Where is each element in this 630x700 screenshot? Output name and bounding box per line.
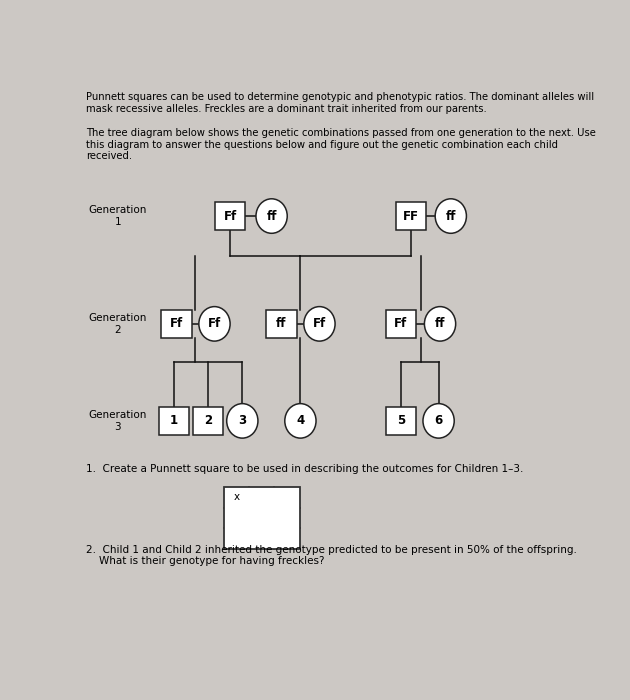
FancyBboxPatch shape <box>224 487 300 549</box>
Text: 1: 1 <box>170 414 178 428</box>
FancyBboxPatch shape <box>386 407 416 435</box>
Text: 3: 3 <box>238 414 246 428</box>
Circle shape <box>423 404 454 438</box>
Text: Ff: Ff <box>208 317 221 330</box>
Circle shape <box>256 199 287 233</box>
Text: Punnett squares can be used to determine genotypic and phenotypic ratios. The do: Punnett squares can be used to determine… <box>86 92 594 113</box>
Circle shape <box>285 404 316 438</box>
Text: Ff: Ff <box>169 317 183 330</box>
Circle shape <box>435 199 466 233</box>
Circle shape <box>199 307 230 341</box>
Text: ff: ff <box>435 317 445 330</box>
Text: 2: 2 <box>204 414 212 428</box>
Text: x: x <box>234 492 239 502</box>
FancyBboxPatch shape <box>266 310 297 338</box>
Text: ff: ff <box>276 317 287 330</box>
Text: Ff: Ff <box>313 317 326 330</box>
Text: ff: ff <box>266 209 277 223</box>
Text: Ff: Ff <box>224 209 237 223</box>
Text: Generation
1: Generation 1 <box>88 205 147 227</box>
Circle shape <box>425 307 455 341</box>
Text: 6: 6 <box>435 414 443 428</box>
Text: Generation
2: Generation 2 <box>88 313 147 335</box>
FancyBboxPatch shape <box>386 310 416 338</box>
Text: Ff: Ff <box>394 317 408 330</box>
Text: 1.  Create a Punnett square to be used in describing the outcomes for Children 1: 1. Create a Punnett square to be used in… <box>86 464 524 474</box>
Text: 5: 5 <box>397 414 405 428</box>
Text: Generation
3: Generation 3 <box>88 410 147 432</box>
Text: ff: ff <box>445 209 456 223</box>
Text: FF: FF <box>403 209 419 223</box>
Text: 2.  Child 1 and Child 2 inherited the genotype predicted to be present in 50% of: 2. Child 1 and Child 2 inherited the gen… <box>86 545 577 566</box>
Text: 4: 4 <box>296 414 304 428</box>
FancyBboxPatch shape <box>215 202 245 230</box>
FancyBboxPatch shape <box>161 310 192 338</box>
Circle shape <box>304 307 335 341</box>
FancyBboxPatch shape <box>396 202 426 230</box>
Text: The tree diagram below shows the genetic combinations passed from one generation: The tree diagram below shows the genetic… <box>86 128 596 162</box>
FancyBboxPatch shape <box>159 407 189 435</box>
FancyBboxPatch shape <box>193 407 223 435</box>
Circle shape <box>227 404 258 438</box>
